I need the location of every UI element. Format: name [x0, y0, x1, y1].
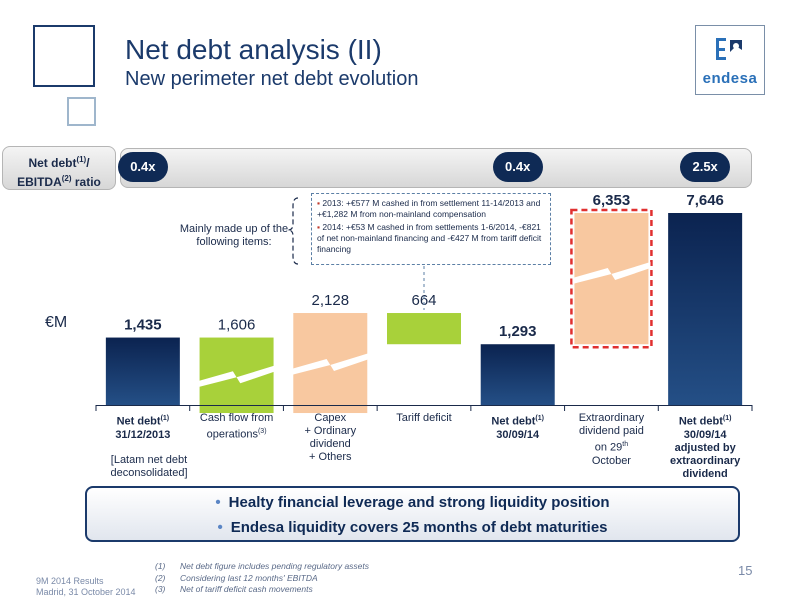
bar-7	[668, 213, 743, 405]
category-label-line: dividend	[682, 467, 728, 480]
category-label-3: Capex + Ordinary dividend + Others	[285, 412, 375, 464]
category-label-sup: th	[622, 441, 629, 448]
value-label-3: 2,128	[312, 292, 350, 309]
footnote-number: (2)	[155, 572, 166, 583]
category-label-5: Net debt(1) 30/09/14	[473, 412, 563, 442]
key-message-text: Healty financial leverage and strong liq…	[228, 494, 610, 511]
category-label-line: 31/12/2013	[115, 428, 171, 441]
footnote-text: Net debt figure includes pending regulat…	[180, 561, 370, 571]
note-item: ▪ 2014: +€53 M cashed in from settlement…	[317, 222, 542, 254]
decor-square-large	[33, 25, 95, 87]
latam-note: [Latam net debt deconsolidated]	[110, 454, 188, 479]
category-label-2: Cash flow from operations(3)	[192, 412, 282, 442]
value-label-4: 664	[411, 292, 436, 309]
ratio-label-sup2: (2)	[61, 174, 72, 183]
ratio-label-sup1: (1)	[76, 155, 87, 164]
tariff-deficit-note: ▪ 2013: +€577 M cashed in from settlemen…	[311, 193, 551, 265]
footnote-text: Net of tariff deficit cash movements	[180, 584, 313, 594]
page-title: Net debt analysis (II)	[125, 34, 382, 65]
footnotes: (1) Net debt figure includes pending regu…	[155, 561, 369, 596]
category-label-1: Net debt(1) 31/12/2013	[98, 412, 188, 442]
ratio-pill: 0.4x	[117, 152, 168, 182]
footer-left: 9M 2014 Results Madrid, 31 October 2014	[36, 576, 136, 598]
ratio-label-tail: ratio	[71, 175, 101, 189]
bar-1	[105, 337, 180, 405]
category-label-line: October	[591, 454, 631, 467]
brace-icon	[287, 197, 299, 265]
page-subtitle: New perimeter net debt evolution	[125, 68, 419, 90]
category-label-line: extraordinary	[669, 454, 741, 467]
footnote-number: (3)	[155, 584, 166, 594]
category-label-line: + Others	[309, 451, 352, 463]
category-label-line: adjusted by	[674, 441, 736, 454]
category-label-line: + Ordinary dividend	[304, 425, 357, 450]
key-message: • Endesa liquidity covers 25 months of de…	[217, 519, 608, 536]
value-label-2: 1,606	[218, 317, 256, 334]
key-messages-box: • Healty financial leverage and strong li…	[85, 486, 740, 542]
category-label-6: Extraordinary dividend paid on 29th October	[566, 412, 656, 468]
footnote: (3) Net of tariff deficit cash movements	[155, 584, 369, 596]
category-label-line: operations	[206, 428, 258, 441]
category-label-line: Net debt	[116, 415, 161, 428]
ratio-label-line1: Net debt	[28, 156, 77, 170]
category-label-line: Extraordinary	[578, 412, 645, 424]
highlight-border	[570, 208, 653, 349]
value-label-1: 1,435	[124, 317, 162, 334]
ratio-pill: 0.4x	[492, 152, 543, 182]
category-label-line: 30/09/14	[496, 428, 540, 441]
ratio-label: Net debt(1)/ EBITDA(2) ratio	[2, 146, 116, 190]
ratio-label-line2: EBITDA	[17, 175, 62, 189]
axis-break-mark	[197, 365, 276, 388]
category-label-line: Net debt	[491, 415, 536, 428]
key-message-text: Endesa liquidity covers 25 months of deb…	[230, 519, 608, 536]
bar-5	[480, 344, 555, 405]
category-label-sup: (1)	[160, 415, 170, 422]
category-label-line: 30/09/14	[683, 428, 727, 441]
value-label-6: 6,353	[593, 192, 631, 209]
category-label-7: Net debt(1) 30/09/14 adjusted by extraordin…	[660, 412, 750, 481]
mainly-made-up-label: Mainly made up of the following items:	[179, 223, 289, 248]
ratio-label-slash: /	[86, 156, 90, 170]
category-label-sup: (1)	[535, 415, 544, 422]
value-label-7: 7,646	[686, 192, 724, 209]
category-label-line: on 29	[594, 441, 623, 454]
category-label-line: dividend paid	[579, 425, 644, 437]
category-label-sup: (3)	[257, 428, 267, 435]
note-item: ▪ 2013: +€577 M cashed in from settlemen…	[317, 198, 541, 219]
footnote-number: (1)	[155, 561, 166, 571]
category-label-line: Capex	[314, 412, 347, 424]
footer-event: 9M 2014 Results	[36, 576, 104, 586]
ratio-pill: 2.5x	[680, 152, 731, 182]
category-label-4: Tariff deficit	[379, 412, 469, 425]
category-label-line: Cash flow from	[199, 412, 274, 424]
note-item-text: 2014: +€53 M cashed in from settlements …	[317, 222, 542, 254]
footnote: (2) Considering last 12 months' EBITDA	[155, 573, 369, 585]
category-label-sup: (1)	[722, 415, 732, 422]
decor-square-small	[67, 97, 96, 126]
bar-4	[387, 313, 461, 345]
endesa-logo-mark-icon	[716, 38, 742, 60]
category-label-line: Tariff deficit	[396, 412, 452, 424]
key-message: • Healty financial leverage and strong li…	[215, 494, 610, 511]
axis-break-mark	[572, 262, 651, 285]
endesa-logo-text: endesa	[702, 70, 758, 87]
page-number: 15	[738, 563, 753, 578]
footnote-text: Considering last 12 months' EBITDA	[180, 572, 318, 583]
y-unit-label: €M	[45, 314, 68, 331]
ratio-band	[120, 148, 752, 188]
footnote: (1) Net debt figure includes pending regu…	[155, 561, 369, 573]
endesa-logo: endesa	[695, 25, 765, 95]
footer-date: Madrid, 31 October 2014	[36, 587, 136, 597]
note-item-text: 2013: +€577 M cashed in from settlement …	[317, 198, 541, 219]
axis-break-mark	[291, 353, 370, 376]
value-label-5: 1,293	[499, 323, 537, 340]
category-label-line: Net debt	[678, 415, 723, 428]
